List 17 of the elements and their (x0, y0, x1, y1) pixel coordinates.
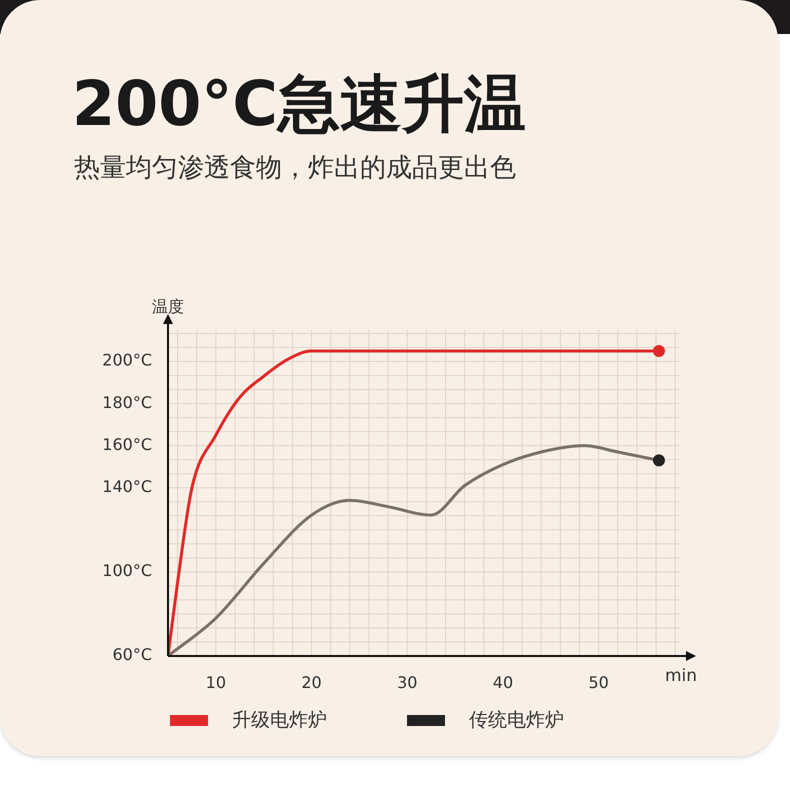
legend-label: 传统电炸炉 (469, 708, 564, 733)
x-tick-label: 50 (588, 672, 609, 692)
y-tick-label: 180°C (102, 392, 152, 412)
x-axis-title: min (665, 666, 698, 686)
y-tick-label: 200°C (102, 350, 152, 370)
legend-label: 升级电炸炉 (232, 708, 327, 733)
y-axis-title: 温度 (152, 297, 184, 318)
chart-title: 200°C急速升温 (72, 66, 526, 142)
x-tick-label: 20 (301, 672, 322, 692)
x-tick-label: 30 (397, 672, 418, 692)
y-tick-label: 160°C (102, 434, 152, 454)
y-tick-label: 140°C (102, 476, 152, 496)
y-tick-label: 60°C (112, 645, 152, 664)
x-tick-label: 10 (206, 672, 226, 692)
y-tick-label: 100°C (102, 561, 152, 580)
chart-subtitle: 热量均匀渗透食物，炸出的成品更出色 (74, 152, 516, 185)
x-tick-label: 40 (492, 672, 514, 692)
